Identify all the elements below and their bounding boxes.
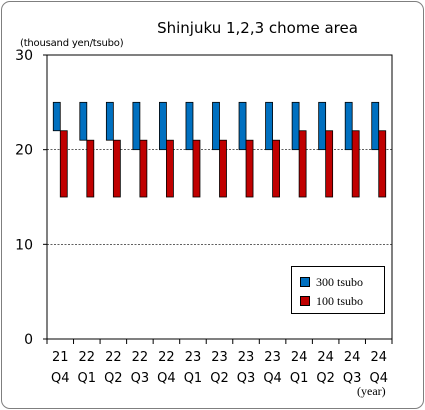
legend-label-series-2: 100 tsubo [316,293,364,308]
x-tick-label-quarter: Q1 [78,371,97,386]
y-tick-label: 30 [15,48,33,64]
bar-series-2 [112,139,121,198]
bar-series-1 [291,101,300,151]
x-tick-label-year: 24 [370,350,387,365]
x-tick-label-quarter: Q3 [237,371,256,386]
x-tick-label-year: 24 [291,350,308,365]
x-tick-label-year: 22 [105,350,122,365]
x-tick-label-quarter: Q4 [369,371,388,386]
bar-series-2 [219,139,227,198]
x-tick-label-year: 24 [317,350,334,365]
x-tick-label-quarter: Q3 [343,371,362,386]
legend-label-series-1: 300 tsubo [316,274,364,289]
chart-title: Shinjuku 1,2,3 chome area [157,19,358,37]
bar-series-1 [265,101,273,151]
bar-series-1 [185,101,194,151]
bar-series-2 [272,139,280,198]
bar-series-2 [298,130,307,198]
bar-series-2 [351,130,360,198]
y-tick-label: 0 [24,332,33,348]
x-tick-label-quarter: Q4 [263,371,282,386]
x-tick-label-quarter: Q2 [210,371,229,386]
chart-legend: 300 tsubo 100 tsubo [291,266,385,314]
x-tick-label-year: 23 [238,350,255,365]
bar-series-2 [86,139,95,198]
bar-series-1 [52,101,61,132]
x-tick-label-year: 23 [185,350,202,365]
y-axis-unit-label: (thousand yen/tsubo) [20,38,124,49]
bar-series-1 [132,101,141,151]
legend-swatch-series-1 [300,277,310,287]
x-tick-label-quarter: Q4 [51,371,70,386]
bar-series-1 [212,101,220,151]
x-tick-label-year: 22 [132,350,149,365]
x-tick-label-year: 23 [264,350,281,365]
bar-series-2 [378,130,387,198]
bar-series-2 [59,130,68,198]
x-tick-label-year: 22 [79,350,96,365]
x-axis-label: (year) [357,384,386,398]
bar-series-1 [318,101,327,151]
x-tick-label-quarter: Q4 [157,371,176,386]
bar-series-2 [139,139,148,198]
bar-series-1 [79,101,88,141]
bar-series-2 [192,139,201,198]
bar-series-2 [325,130,334,198]
y-tick-label: 10 [15,237,33,253]
legend-item-series-2: 100 tsubo [300,294,363,308]
x-tick-label-year: 23 [211,350,228,365]
bar-series-1 [344,101,353,151]
x-tick-label-quarter: Q2 [316,371,335,386]
x-tick-label-year: 22 [158,350,175,365]
bar-series-1 [159,101,167,151]
bar-series-2 [245,139,254,198]
bar-series-2 [166,139,174,198]
x-tick-label-year: 21 [52,350,69,365]
x-tick-label-quarter: Q1 [290,371,309,386]
plot-area [46,54,393,340]
x-tick-label-year: 24 [344,350,361,365]
x-tick-label-quarter: Q3 [131,371,150,386]
y-tick-label: 20 [15,143,33,159]
legend-item-series-1: 300 tsubo [300,275,363,289]
x-tick-label-quarter: Q2 [104,371,123,386]
bar-series-1 [371,101,380,151]
legend-swatch-series-2 [300,296,310,306]
bar-series-1 [105,101,114,141]
x-tick-label-quarter: Q1 [184,371,203,386]
bar-series-1 [238,101,247,151]
